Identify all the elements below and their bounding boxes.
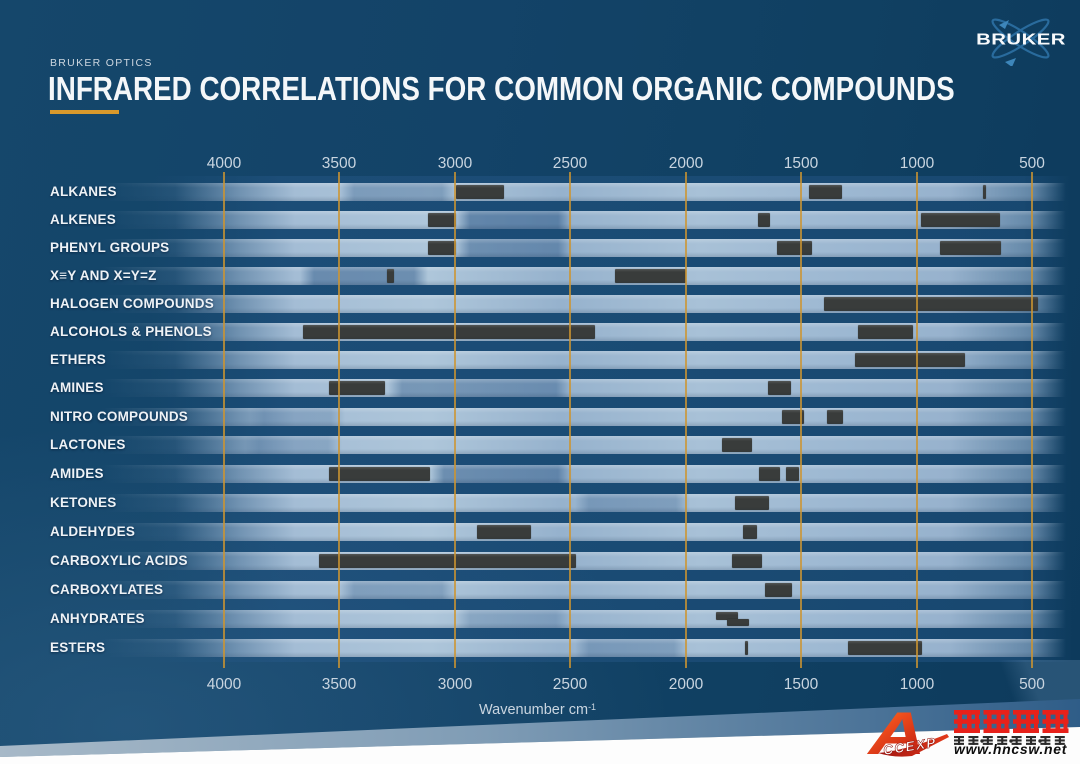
svg-text:BRUKER: BRUKER xyxy=(976,30,1066,48)
